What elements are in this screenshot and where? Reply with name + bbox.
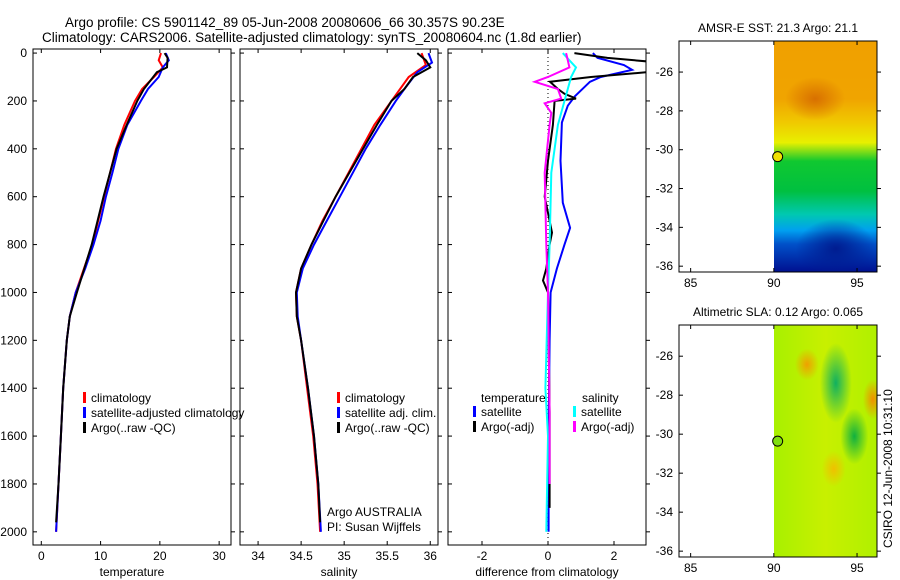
y-tick-label: -34 bbox=[656, 220, 674, 234]
y-tick-label: -28 bbox=[656, 388, 674, 402]
title-line-1: Argo profile: CS 5901142_89 05-Jun-2008 … bbox=[65, 15, 505, 30]
series-line-salinity-satellite bbox=[544, 52, 578, 532]
y-tick-label: 600 bbox=[7, 190, 27, 204]
x-tick-label: 35 bbox=[337, 549, 351, 563]
y-tick-label: -34 bbox=[656, 505, 674, 519]
axes-frame bbox=[678, 324, 878, 558]
y-tick-label: -36 bbox=[656, 259, 674, 273]
x-axis-label: difference from climatology bbox=[475, 565, 618, 579]
x-axis-label: temperature bbox=[100, 565, 165, 579]
y-tick-label: 1400 bbox=[0, 381, 27, 395]
legend-title-salinity: salinity bbox=[582, 391, 619, 405]
legend-swatch bbox=[83, 392, 86, 403]
legend-swatch bbox=[337, 407, 340, 418]
y-tick-label: -26 bbox=[656, 349, 674, 363]
series-line-argo-raw-qc- bbox=[55, 52, 169, 523]
sst-map-image bbox=[774, 41, 877, 272]
legend-swatch bbox=[83, 407, 86, 418]
legend-label: satellite adj. clim. bbox=[345, 406, 436, 420]
y-tick-label: -36 bbox=[656, 544, 674, 558]
legend-swatch bbox=[573, 406, 576, 417]
axes-frame bbox=[447, 48, 647, 546]
axes-frame bbox=[32, 48, 232, 546]
legend-title-temperature: temperature bbox=[481, 391, 546, 405]
sst_map-panel: 85 90 95 -26 -28 -30 -32 -34 -36 AMSR-E SST: 21.3… bbox=[656, 21, 881, 290]
legend-swatch bbox=[573, 421, 576, 432]
y-tick-label: 2000 bbox=[0, 525, 27, 539]
series-line-salinity-argo-adj- bbox=[531, 52, 571, 484]
legend-swatch bbox=[473, 421, 476, 432]
series-line-temperature-satellite bbox=[547, 52, 635, 532]
x-tick-label: 90 bbox=[767, 276, 781, 290]
legend-label: Argo(..raw -QC) bbox=[345, 421, 430, 435]
series-line-argo-raw-qc- bbox=[294, 52, 432, 523]
y-tick-label: 1800 bbox=[0, 477, 27, 491]
difference-panel: -2 0 2 difference from climatology temperatu… bbox=[447, 48, 650, 579]
salinity-panel: 34 34.5 35 35.5 36 salinity climatologysatelli… bbox=[239, 48, 442, 579]
x-tick-label: 34 bbox=[251, 549, 265, 563]
temperature-panel: 0 10 20 30 0 200 400 600 800 1000 1200 1400 1600 1800… bbox=[0, 46, 244, 579]
y-tick-label: 0 bbox=[20, 46, 27, 60]
x-tick-label: -2 bbox=[477, 549, 488, 563]
legend-label: satellite-adjusted climatology bbox=[91, 406, 244, 420]
y-tick-label: -32 bbox=[656, 182, 674, 196]
x-tick-label: 85 bbox=[684, 561, 698, 575]
sla-map-image bbox=[774, 325, 877, 557]
x-tick-label: 0 bbox=[38, 549, 45, 563]
argo-location-marker bbox=[772, 151, 784, 163]
annotation-text: PI: Susan Wijffels bbox=[327, 520, 421, 534]
x-tick-label: 35.5 bbox=[376, 549, 400, 563]
x-tick-label: 20 bbox=[153, 549, 167, 563]
credit-text: CSIRO 12-Jun-2008 10:31:10 bbox=[881, 389, 895, 548]
y-tick-label: -30 bbox=[656, 427, 674, 441]
legend-label: Argo(..raw -QC) bbox=[91, 421, 176, 435]
y-tick-label: -32 bbox=[656, 466, 674, 480]
series-line-temperature-argo-adj- bbox=[541, 52, 646, 508]
axes-frame bbox=[678, 40, 878, 273]
series-line-satellite-adjusted-climatology bbox=[55, 52, 170, 532]
x-tick-label: 30 bbox=[212, 549, 226, 563]
y-tick-label: -28 bbox=[656, 104, 674, 118]
legend-label: climatology bbox=[345, 391, 405, 405]
legend-label: climatology bbox=[91, 391, 151, 405]
legend-swatch bbox=[83, 422, 86, 433]
x-tick-label: 85 bbox=[684, 276, 698, 290]
x-axis-label: salinity bbox=[321, 565, 358, 579]
title-line-2: Climatology: CARS2006. Satellite-adjuste… bbox=[42, 30, 582, 45]
y-tick-label: 1000 bbox=[0, 285, 27, 299]
x-tick-label: 95 bbox=[850, 276, 864, 290]
legend-swatch bbox=[337, 422, 340, 433]
y-tick-label: 400 bbox=[7, 142, 27, 156]
y-tick-label: 1200 bbox=[0, 333, 27, 347]
x-tick-label: 34.5 bbox=[289, 549, 313, 563]
x-tick-label: 95 bbox=[850, 561, 864, 575]
map-title: Altimetric SLA: 0.12 Argo: 0.065 bbox=[693, 305, 863, 319]
legend-swatch bbox=[337, 392, 340, 403]
x-tick-label: 2 bbox=[611, 549, 618, 563]
legend-label: Argo(-adj) bbox=[581, 420, 634, 434]
y-tick-label: 1600 bbox=[0, 429, 27, 443]
x-tick-label: 36 bbox=[424, 549, 438, 563]
axes-frame bbox=[239, 48, 439, 546]
x-tick-label: 90 bbox=[767, 561, 781, 575]
sla_map-panel: 85 90 95 -26 -28 -30 -32 -34 -36 Altimetric SLA: … bbox=[656, 305, 881, 575]
legend-label: Argo(-adj) bbox=[481, 420, 534, 434]
y-tick-label: 200 bbox=[7, 94, 27, 108]
legend-label: satellite bbox=[481, 405, 522, 419]
y-tick-label: 800 bbox=[7, 238, 27, 252]
y-tick-label: -30 bbox=[656, 143, 674, 157]
annotation-text: Argo AUSTRALIA bbox=[327, 505, 422, 519]
legend-swatch bbox=[473, 406, 476, 417]
x-tick-label: 0 bbox=[545, 549, 552, 563]
x-tick-label: 10 bbox=[94, 549, 108, 563]
series-line-climatology bbox=[55, 52, 165, 532]
argo-location-marker bbox=[772, 435, 784, 447]
y-tick-label: -26 bbox=[656, 65, 674, 79]
legend-label: satellite bbox=[581, 405, 622, 419]
map-title: AMSR-E SST: 21.3 Argo: 21.1 bbox=[698, 21, 858, 35]
